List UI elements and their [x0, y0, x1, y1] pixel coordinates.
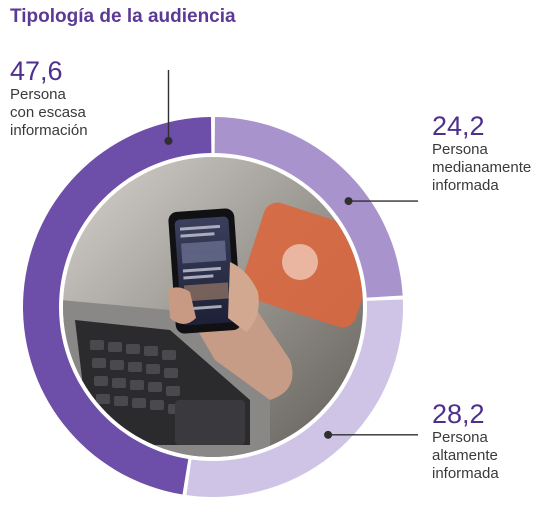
label-medianamente: 24,2 Persona medianamente informada: [432, 111, 531, 195]
desc-escasa-line2: con escasa: [10, 104, 86, 121]
center-photo: [63, 157, 363, 457]
leader-escasa: [164, 70, 173, 145]
desc-escasa-line1: Persona: [10, 86, 66, 103]
slice-escasa: [22, 117, 212, 495]
label-altamente: 28,2 Persona altamente informada: [432, 399, 499, 483]
leader-altamente: [324, 430, 418, 439]
slice-medianamente: [214, 117, 403, 298]
leader-medianamente: [344, 197, 418, 206]
desc-altamente-line2: altamente: [432, 447, 498, 464]
desc-altamente-line3: informada: [432, 465, 499, 482]
value-altamente: 28,2: [432, 399, 485, 429]
value-escasa: 47,6: [10, 56, 63, 86]
slice-altamente: [186, 299, 403, 498]
desc-altamente-line1: Persona: [432, 429, 488, 446]
label-escasa: 47,6 Persona con escasa información: [10, 56, 88, 140]
desc-medianamente: Persona medianamente informada: [432, 141, 531, 195]
desc-medianamente-line1: Persona: [432, 141, 488, 158]
value-medianamente: 24,2: [432, 111, 485, 141]
desc-escasa: Persona con escasa información: [10, 86, 88, 140]
desc-escasa-line3: información: [10, 122, 88, 139]
desc-medianamente-line2: medianamente: [432, 159, 532, 176]
desc-medianamente-line3: informada: [432, 177, 499, 194]
chart-title: Tipología de la audiencia: [10, 6, 236, 27]
desc-altamente: Persona altamente informada: [432, 429, 499, 483]
